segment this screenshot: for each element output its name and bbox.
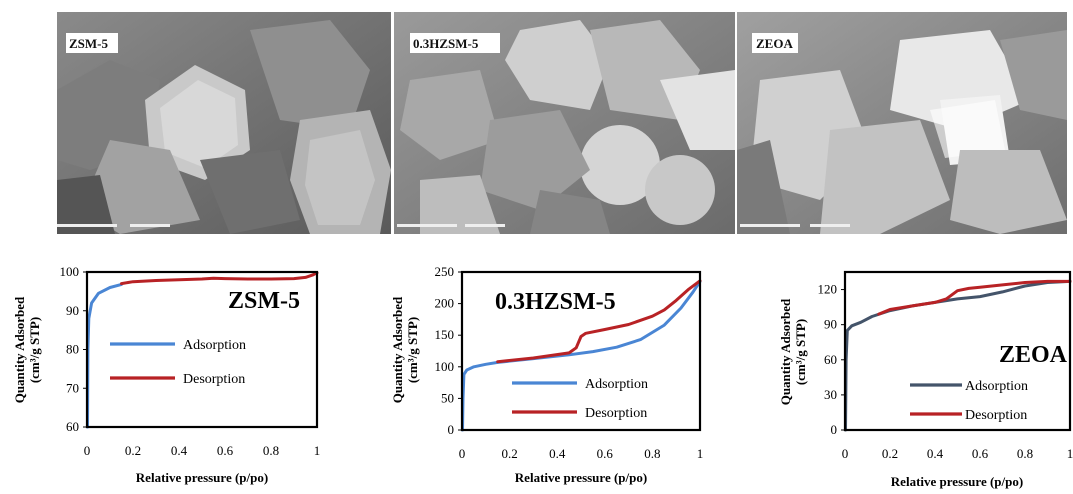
sem-image-zsm5 bbox=[57, 12, 391, 234]
y-tick-label: 100 bbox=[60, 264, 80, 279]
x-tick-label: 0.8 bbox=[1017, 446, 1033, 461]
y-tick-label: 80 bbox=[66, 342, 79, 357]
y-axis-label-line2: (cm³/g STP) bbox=[405, 317, 420, 383]
sem-label-zsm5: ZSM-5 bbox=[69, 36, 109, 51]
series-line-desorption bbox=[877, 279, 1072, 316]
y-tick-label: 250 bbox=[435, 264, 455, 279]
x-tick-label: 1 bbox=[697, 446, 704, 461]
legend-label-adsorption: Adsorption bbox=[183, 338, 246, 353]
sample-title: ZEOA bbox=[999, 342, 1068, 368]
x-tick-label: 1 bbox=[314, 443, 321, 458]
sem-image-03hzsm5 bbox=[394, 12, 735, 234]
y-axis-label-line2: (cm³/g STP) bbox=[793, 319, 808, 385]
sem-label-03hzsm5: 0.3HZSM-5 bbox=[413, 36, 479, 51]
y-axis-label-line1: Quantity Adsorbed bbox=[390, 296, 405, 403]
x-tick-label: 0.6 bbox=[597, 446, 614, 461]
y-tick-label: 120 bbox=[818, 282, 838, 297]
x-axis-label: Relative pressure (p/po) bbox=[515, 470, 647, 485]
legend-label-adsorption: Adsorption bbox=[965, 379, 1028, 394]
x-tick-label: 0 bbox=[84, 443, 91, 458]
y-tick-label: 60 bbox=[824, 352, 837, 367]
chart-1: 60 70 80 90 100 0 0.2 0.4 0.6 0.8 1 Relative pressu… bbox=[12, 264, 320, 485]
y-axis-label: Quantity Adsorbed(cm³/g STP) bbox=[12, 296, 42, 403]
x-tick-label: 1 bbox=[1067, 446, 1073, 461]
y-axis-label: Quantity Adsorbed(cm³/g STP) bbox=[390, 296, 420, 403]
y-axis-label-line1: Quantity Adsorbed bbox=[12, 296, 27, 403]
y-axis-label-line2: (cm³/g STP) bbox=[27, 317, 42, 383]
chart-2: 0 50 100 150 200 250 0 0.2 0.4 0.6 0.8 1 Relative pr… bbox=[390, 264, 703, 485]
x-tick-label: 0 bbox=[459, 446, 466, 461]
x-tick-label: 0 bbox=[842, 446, 849, 461]
sample-title: 0.3HZSM-5 bbox=[495, 289, 616, 315]
series-line-adsorption bbox=[86, 282, 123, 429]
legend-label-desorption: Desorption bbox=[585, 406, 647, 421]
y-tick-label: 150 bbox=[435, 327, 455, 342]
y-tick-label: 30 bbox=[824, 387, 837, 402]
plot-frame bbox=[843, 270, 1072, 432]
sem-image-row: ZSM-5 0.3HZSM-5 ZEOA bbox=[57, 12, 1067, 234]
sem-label-box-3 bbox=[752, 33, 798, 53]
y-tick-label: 90 bbox=[824, 317, 837, 332]
series-line-desorption bbox=[120, 271, 319, 286]
y-axis-label: Quantity Adsorbed(cm³/g STP) bbox=[778, 298, 808, 405]
x-tick-label: 0.6 bbox=[217, 443, 234, 458]
legend-label-adsorption: Adsorption bbox=[585, 377, 648, 392]
x-tick-label: 0.2 bbox=[125, 443, 141, 458]
sem-label-box-1 bbox=[66, 33, 118, 53]
y-tick-label: 50 bbox=[441, 390, 454, 405]
x-axis-label: Relative pressure (p/po) bbox=[891, 474, 1023, 489]
y-axis-label-line1: Quantity Adsorbed bbox=[778, 298, 793, 405]
sem-label-zeoa: ZEOA bbox=[756, 36, 793, 51]
y-tick-label: 100 bbox=[435, 359, 455, 374]
x-axis-label: Relative pressure (p/po) bbox=[136, 470, 268, 485]
series-line-desorption bbox=[496, 279, 702, 364]
sem-label-box-2 bbox=[410, 33, 500, 53]
x-tick-label: 0.2 bbox=[501, 446, 517, 461]
sample-title: ZSM-5 bbox=[228, 288, 300, 314]
x-tick-label: 0.4 bbox=[171, 443, 188, 458]
y-tick-label: 70 bbox=[66, 380, 79, 395]
y-tick-label: 0 bbox=[448, 422, 455, 437]
x-tick-label: 0.8 bbox=[263, 443, 279, 458]
x-tick-label: 0.8 bbox=[644, 446, 660, 461]
legend-label-desorption: Desorption bbox=[965, 408, 1027, 423]
x-tick-label: 0.2 bbox=[882, 446, 898, 461]
plot-frame bbox=[460, 270, 702, 432]
chart-3: 0 30 60 90 120 0 0.2 0.4 0.6 0.8 1 Relative pressur… bbox=[778, 270, 1073, 489]
y-tick-label: 200 bbox=[435, 296, 455, 311]
y-tick-label: 90 bbox=[66, 303, 79, 318]
x-tick-label: 0.4 bbox=[927, 446, 944, 461]
legend-label-desorption: Desorption bbox=[183, 372, 245, 387]
y-tick-label: 60 bbox=[66, 419, 79, 434]
x-tick-label: 0.4 bbox=[549, 446, 566, 461]
y-tick-label: 0 bbox=[831, 422, 838, 437]
x-tick-label: 0.6 bbox=[972, 446, 989, 461]
